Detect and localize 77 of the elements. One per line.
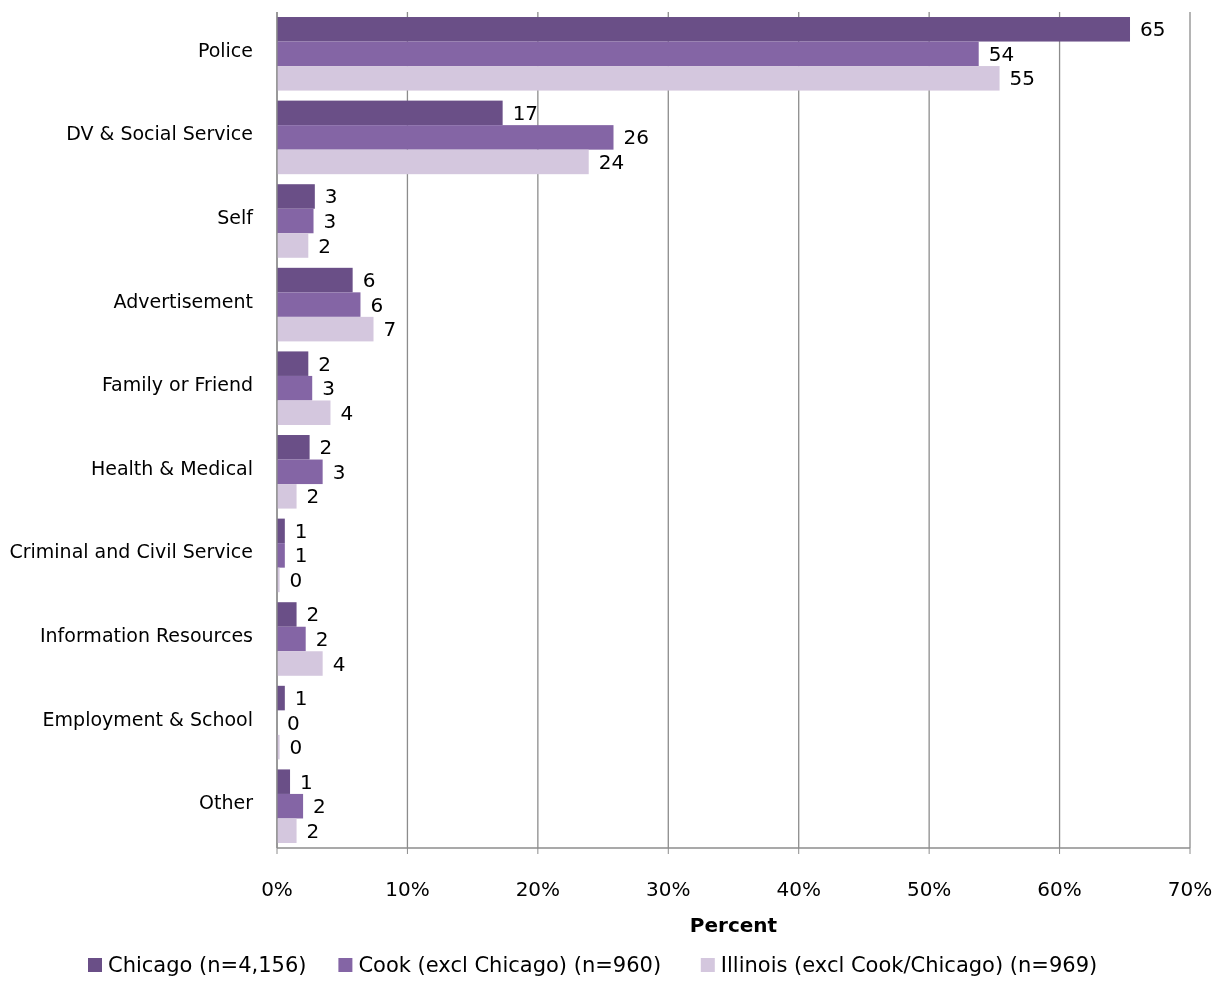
bar <box>277 233 309 258</box>
data-label: 0 <box>289 567 303 592</box>
bar <box>277 651 323 676</box>
data-label: 17 <box>512 100 539 125</box>
bar <box>277 267 353 293</box>
bar <box>277 793 304 819</box>
data-label: 54 <box>988 41 1015 66</box>
bar <box>277 769 291 794</box>
data-label: 0 <box>289 735 303 760</box>
x-tick-label: 50% <box>906 877 952 901</box>
bar <box>277 543 285 568</box>
data-label: 4 <box>332 651 346 676</box>
bar <box>277 41 979 67</box>
data-label: 2 <box>315 627 329 651</box>
bar <box>277 125 614 150</box>
y-tick-label: Advertisement <box>113 289 253 312</box>
y-tick-label: Other <box>199 791 254 814</box>
legend-label: Cook (excl Chicago) (n=960) <box>358 953 662 978</box>
y-tick-label: Information Resources <box>39 623 253 646</box>
bar <box>277 66 1000 91</box>
data-label: 1 <box>300 769 313 794</box>
data-label: 26 <box>623 125 649 150</box>
bar <box>277 484 297 509</box>
legend-label: Chicago (n=4,156) <box>108 953 307 978</box>
x-tick-label: 70% <box>1167 877 1213 901</box>
bar <box>277 316 374 342</box>
bar <box>277 818 297 843</box>
bar <box>277 351 309 376</box>
data-label: 1 <box>294 686 308 711</box>
legend-label: Illinois (excl Cook/Chicago) (n=969) <box>720 953 1098 978</box>
y-tick-label: Self <box>217 205 255 228</box>
data-label: 0 <box>287 710 300 735</box>
x-tick-label: 60% <box>1037 877 1082 901</box>
data-label: 2 <box>306 602 320 627</box>
bar <box>277 400 331 425</box>
data-label: 2 <box>306 818 320 843</box>
data-label: 55 <box>1009 66 1036 91</box>
data-label: 1 <box>294 543 308 568</box>
data-label: 3 <box>323 209 337 233</box>
data-label: 2 <box>306 484 320 509</box>
bar <box>277 208 314 234</box>
bar <box>277 375 313 401</box>
data-label: 3 <box>324 184 338 209</box>
y-tick-label: Health & Medical <box>90 456 253 479</box>
x-axis-title: Percent <box>689 913 778 937</box>
x-tick-label: 20% <box>515 877 561 901</box>
bar <box>277 184 315 209</box>
data-label: 3 <box>332 459 346 484</box>
bar <box>277 626 306 652</box>
bar <box>277 459 323 485</box>
data-label: 1 <box>294 518 308 543</box>
data-label: 6 <box>362 268 376 293</box>
data-label: 2 <box>313 794 326 819</box>
x-tick-label: 40% <box>776 877 821 901</box>
bar <box>277 17 1130 42</box>
x-tick-label: 30% <box>646 877 691 901</box>
bar <box>277 149 589 175</box>
data-label: 65 <box>1140 17 1166 42</box>
x-tick-label: 10% <box>385 877 430 901</box>
bar <box>277 292 361 317</box>
data-label: 6 <box>370 292 384 317</box>
data-label: 4 <box>340 400 354 425</box>
data-label: 7 <box>383 317 397 342</box>
x-tick-label: 0% <box>261 877 293 901</box>
bar <box>277 602 297 627</box>
data-label: 2 <box>319 435 333 460</box>
data-label: 2 <box>318 351 332 376</box>
y-tick-label: Employment & School <box>42 707 253 730</box>
data-label: 3 <box>322 376 335 401</box>
data-label: 2 <box>318 233 332 258</box>
data-label: 24 <box>598 149 625 174</box>
bar <box>277 100 503 126</box>
y-tick-label: Criminal and Civil Service <box>9 540 253 563</box>
y-tick-label: DV & Social Service <box>66 122 253 145</box>
bar <box>277 435 310 460</box>
y-tick-label: Family or Friend <box>101 373 253 396</box>
y-tick-label: Police <box>197 38 253 61</box>
